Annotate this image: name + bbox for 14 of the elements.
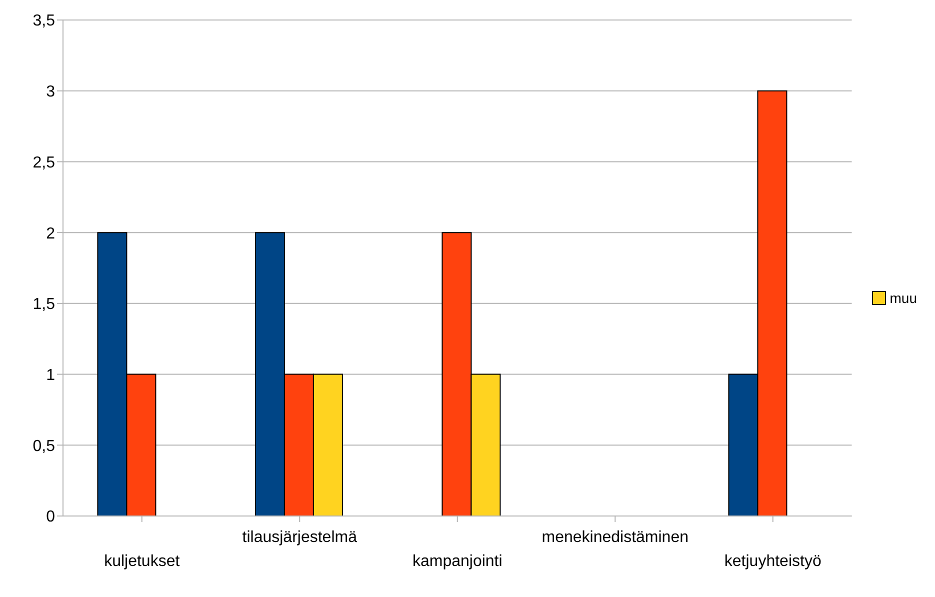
- y-tick-label: 3,5: [32, 12, 56, 30]
- y-tick-label: 2: [46, 225, 56, 242]
- x-tick-label: menekinedistäminen: [542, 529, 689, 546]
- x-tick-label: tilausjärjestelmä: [242, 529, 358, 546]
- y-tick-label: 1,5: [32, 296, 56, 314]
- x-tick-label: kampanjointi: [412, 553, 502, 570]
- y-tick-label: 1: [46, 366, 56, 384]
- x-tick-label: kuljetukset: [104, 553, 180, 570]
- legend-label: muu: [890, 290, 917, 306]
- y-tick-label: 0,5: [32, 438, 56, 455]
- x-tick-label: ketjuyhteistyö: [724, 553, 822, 570]
- y-tick-label: 3: [46, 84, 56, 101]
- y-tick-label: 0: [46, 508, 56, 526]
- y-tick-label: 2,5: [32, 154, 56, 172]
